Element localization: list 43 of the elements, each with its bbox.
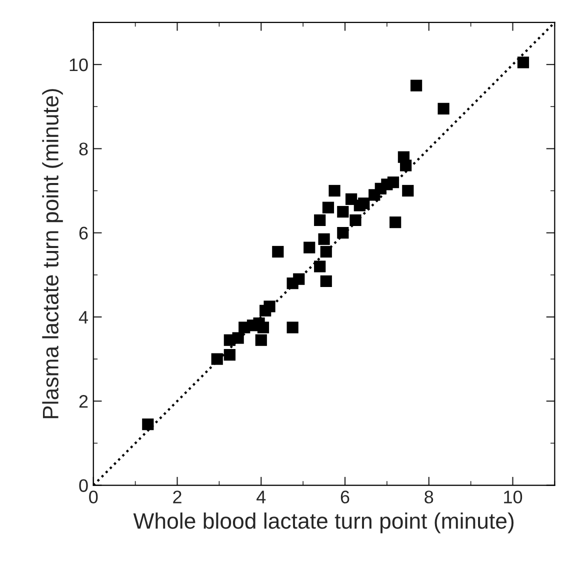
point: [257, 322, 270, 334]
point: [337, 206, 349, 218]
point: [211, 353, 223, 365]
point: [264, 300, 276, 312]
x-tick-label: 0: [89, 490, 98, 504]
y-tick-label: 6: [79, 226, 88, 240]
point: [402, 184, 414, 197]
point: [304, 242, 316, 254]
point: [293, 273, 305, 285]
point: [328, 184, 340, 197]
x-axis-title: Whole blood lactate turn point (minute): [133, 512, 514, 534]
y-tick-label: 8: [79, 142, 88, 156]
x-tick-label: 10: [504, 490, 522, 504]
y-tick-label: 0: [79, 479, 88, 492]
y-tick-label: 4: [78, 311, 88, 324]
y-tick-label: 10: [70, 58, 88, 72]
point: [400, 160, 412, 172]
y-axis-title: Plasma lactate turn point (minute): [42, 89, 63, 418]
point: [142, 418, 154, 430]
x-tick-label: 8: [424, 490, 434, 504]
point: [390, 216, 402, 228]
point: [224, 349, 236, 361]
point: [286, 322, 298, 334]
point: [314, 260, 326, 272]
point: [337, 227, 349, 239]
point: [255, 334, 267, 346]
x-tick-label: 2: [173, 490, 182, 504]
point: [320, 275, 332, 288]
point: [318, 233, 330, 245]
point: [410, 80, 422, 92]
point: [272, 246, 284, 258]
x-tick-label: 6: [340, 490, 350, 504]
y-tick-label: 2: [79, 395, 88, 408]
point: [322, 202, 334, 214]
x-tick-label: 4: [256, 490, 266, 504]
point: [438, 102, 450, 115]
point: [350, 214, 362, 226]
point: [314, 214, 326, 226]
point: [358, 198, 370, 210]
point: [320, 246, 332, 258]
point: [387, 176, 400, 188]
point: [232, 332, 244, 344]
point: [517, 56, 530, 68]
